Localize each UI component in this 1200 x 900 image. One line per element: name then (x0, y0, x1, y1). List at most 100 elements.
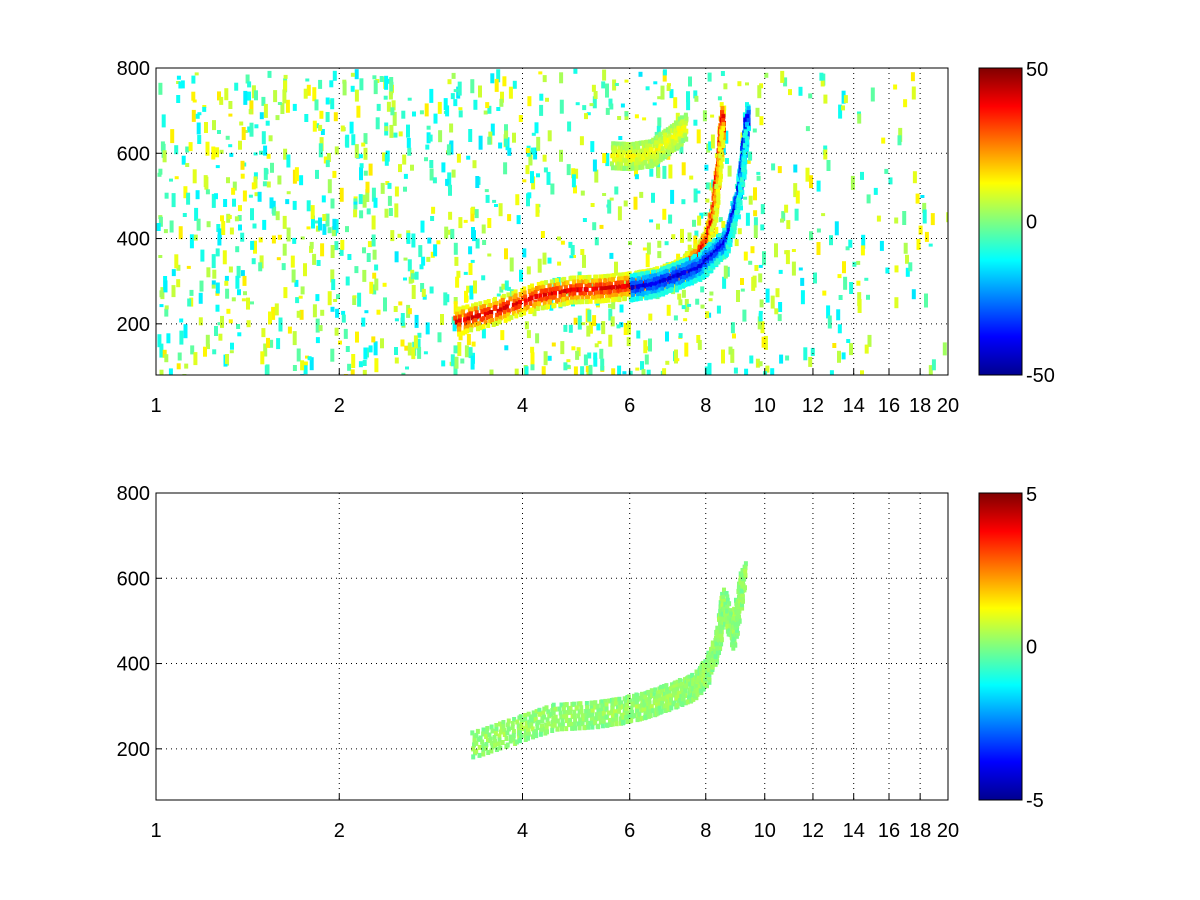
heatmap-cell (597, 340, 602, 344)
heatmap-cell (816, 242, 821, 255)
heatmap-cell (309, 357, 314, 371)
heatmap-cell (559, 149, 563, 162)
heatmap-cell (298, 295, 303, 299)
heatmap-cell (649, 168, 654, 177)
heatmap-cell (374, 358, 379, 373)
heatmap-cell (307, 356, 312, 361)
heatmap-cell (542, 154, 547, 162)
positive-ridge-cell (544, 280, 549, 286)
heatmap-cell (623, 200, 628, 207)
heatmap-cell (372, 249, 377, 260)
heatmap-cell (571, 168, 576, 179)
heatmap-cell (501, 283, 506, 290)
positive-ridge-cell (549, 279, 554, 285)
positive-ridge-cell (457, 318, 462, 324)
negative-ridge-cell (637, 272, 642, 278)
top-colorbar-ticks: 500-50 (1026, 59, 1055, 387)
near-zero-ridge-cell (725, 597, 730, 603)
heatmap-cell (648, 338, 652, 352)
heatmap-cell (838, 104, 843, 119)
negative-ridge-cell (651, 269, 656, 275)
heatmap-cell (393, 132, 398, 138)
weak-band-cell (620, 149, 625, 155)
heatmap-cell (292, 103, 297, 111)
heatmap-cell (516, 215, 521, 225)
heatmap-cell (707, 72, 712, 82)
near-zero-ridge-cell (731, 645, 736, 651)
heatmap-cell (264, 169, 269, 175)
positive-ridge-cell (497, 319, 502, 325)
weak-band-cell (683, 132, 688, 138)
heatmap-cell (205, 189, 210, 195)
heatmap-cell (318, 217, 322, 231)
heatmap-cell (384, 75, 389, 90)
negative-ridge-cell (736, 178, 741, 184)
heatmap-cell (458, 217, 463, 229)
heatmap-cell (240, 232, 245, 242)
positive-ridge-cell (550, 291, 555, 297)
heatmap-cell (681, 305, 686, 310)
heatmap-cell (668, 214, 673, 224)
heatmap-cell (689, 175, 694, 180)
positive-ridge-cell (553, 282, 558, 288)
heatmap-cell (166, 333, 171, 344)
heatmap-cell (369, 281, 374, 294)
near-zero-ridge-cell (573, 725, 578, 731)
near-zero-ridge-cell (557, 706, 562, 712)
heatmap-cell (662, 368, 667, 375)
heatmap-cell (649, 219, 654, 223)
heatmap-cell (793, 164, 798, 173)
weak-band-cell (610, 165, 615, 171)
negative-ridge-cell (700, 270, 705, 276)
heatmap-cell (196, 122, 201, 135)
negative-ridge-cell (742, 132, 747, 138)
heatmap-cell (779, 354, 784, 364)
near-zero-ridge-cell (707, 677, 712, 683)
heatmap-cell (684, 342, 689, 357)
heatmap-cell (837, 350, 841, 363)
heatmap-cell (662, 165, 667, 179)
positive-ridge-cell (465, 328, 470, 334)
heatmap-cell (187, 298, 192, 307)
heatmap-cell (354, 144, 359, 159)
heatmap-cell (156, 223, 161, 231)
positive-ridge-cell (692, 249, 697, 255)
heatmap-cell (696, 190, 701, 194)
negative-ridge-cell (746, 106, 751, 112)
near-zero-ridge-cell (724, 604, 729, 610)
positive-ridge-cell (720, 106, 725, 112)
heatmap-cell (262, 219, 267, 230)
weak-band-cell (674, 136, 679, 142)
heatmap-cell (809, 231, 813, 241)
weak-band-cell (627, 150, 632, 156)
heatmap-cell (286, 227, 291, 242)
heatmap-cell (530, 171, 534, 184)
near-zero-ridge-cell (634, 700, 639, 706)
negative-ridge-cell (663, 265, 667, 271)
heatmap-cell (443, 292, 448, 306)
weak-band-cell (655, 150, 660, 156)
weak-band-cell (632, 145, 637, 151)
near-zero-ridge-cell (715, 659, 720, 665)
heatmap-cell (885, 267, 890, 274)
heatmap-cell (697, 339, 702, 350)
near-zero-ridge-cell (622, 703, 627, 709)
near-zero-ridge-cell (637, 703, 642, 709)
heatmap-cell (312, 304, 317, 318)
near-zero-ridge-cell (584, 709, 589, 714)
near-zero-ridge-cell (630, 709, 634, 715)
positive-ridge-cell (501, 301, 506, 307)
heatmap-cell (403, 186, 407, 192)
negative-ridge-cell (741, 156, 746, 162)
heatmap-cell (432, 177, 437, 184)
negative-ridge-cell (745, 136, 750, 142)
near-zero-ridge-cell (490, 728, 495, 734)
heatmap-cell (525, 165, 530, 175)
heatmap-cell (421, 256, 426, 266)
near-zero-ridge-cell (677, 690, 682, 696)
heatmap-cell (778, 269, 783, 274)
heatmap-cell (530, 346, 535, 353)
heatmap-cell (675, 358, 680, 362)
negative-ridge-cell (638, 295, 643, 301)
negative-ridge-cell (685, 261, 690, 267)
